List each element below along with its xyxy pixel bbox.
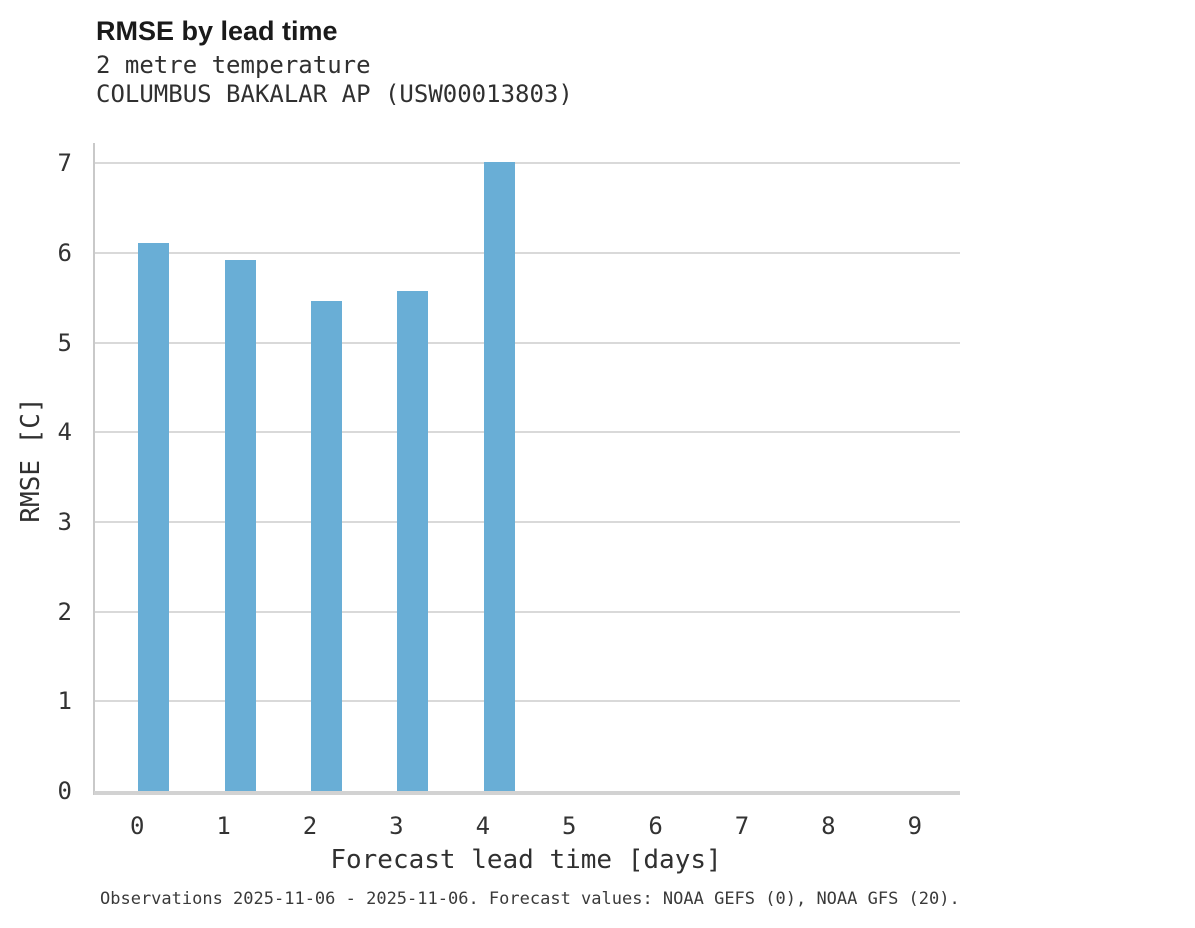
gridline-y-1 (94, 700, 960, 703)
bar-noaa-gfs-day-0 (138, 242, 170, 791)
chart-subtitle-variable: 2 metre temperature (96, 51, 371, 79)
x-tick-label-6: 6 (648, 812, 663, 840)
y-tick-label-6: 6 (57, 238, 72, 267)
gridline-y-6 (94, 251, 960, 254)
gridline-y-4 (94, 431, 960, 434)
caption: Observations 2025-11-06 - 2025-11-06. Fo… (100, 889, 960, 909)
bar-noaa-gfs-day-2 (311, 301, 342, 791)
gridline-y-7 (94, 162, 960, 165)
y-tick-label-0: 0 (57, 777, 72, 805)
chart-subtitle-station: COLUMBUS BAKALAR AP (USW00013803) (96, 80, 573, 108)
bar-noaa-gfs-day-1 (224, 259, 256, 791)
chart-title: RMSE by lead time (96, 16, 338, 46)
y-tick-label-5: 5 (57, 328, 72, 357)
x-tick-label-1: 1 (216, 812, 231, 840)
x-axis-line (94, 791, 960, 795)
x-tick-label-9: 9 (907, 812, 923, 840)
y-axis-spine (93, 143, 95, 795)
gridline-y-3 (94, 520, 960, 523)
x-tick-label-3: 3 (389, 812, 404, 840)
y-tick-label-7: 7 (57, 149, 72, 178)
gridline-y-2 (94, 610, 960, 613)
x-tick-label-7: 7 (734, 812, 750, 840)
x-tick-label-0: 0 (129, 812, 145, 840)
y-tick-label-2: 2 (57, 597, 72, 626)
x-tick-label-8: 8 (821, 812, 836, 840)
x-tick-label-5: 5 (561, 812, 577, 840)
bar-noaa-gfs-day-4 (483, 162, 515, 791)
y-tick-label-4: 4 (57, 418, 72, 447)
y-tick-label-1: 1 (57, 687, 72, 716)
x-axis-label: Forecast lead time [days] (330, 845, 722, 875)
y-tick-label-3: 3 (57, 507, 72, 536)
bar-noaa-gfs-day-3 (397, 291, 429, 791)
x-tick-label-4: 4 (475, 812, 491, 840)
gridline-y-5 (94, 341, 960, 344)
x-tick-label-2: 2 (302, 812, 318, 840)
